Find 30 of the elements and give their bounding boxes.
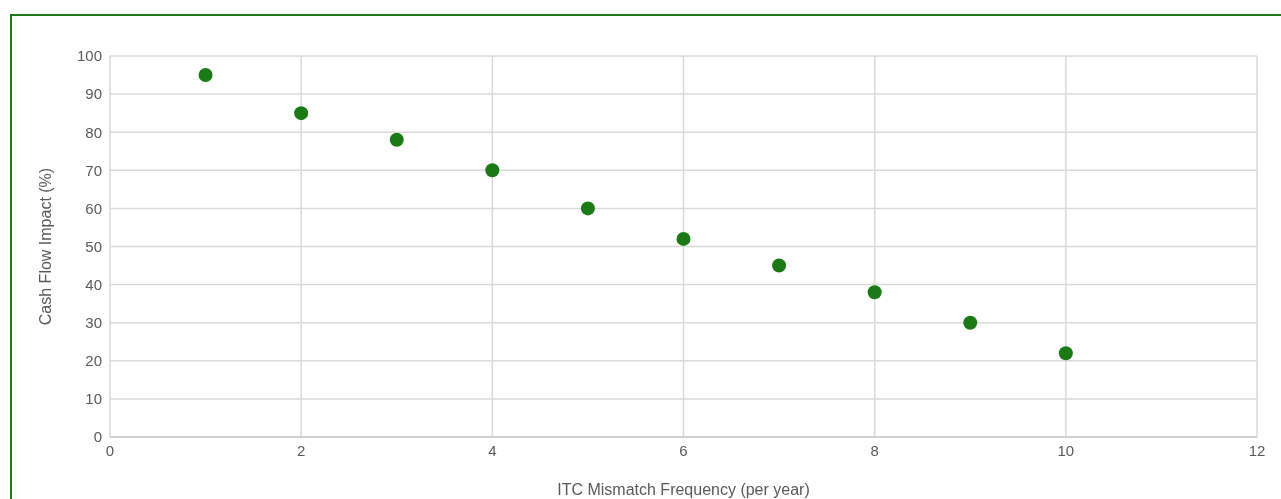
x-tick-label: 10	[1057, 441, 1075, 459]
y-tick-label: 90	[85, 85, 102, 103]
point	[867, 285, 882, 300]
point	[198, 68, 213, 83]
y-tick-label: 100	[76, 47, 102, 65]
point	[1058, 346, 1073, 361]
x-tick-label: 0	[105, 441, 115, 459]
y-tick-label: 40	[85, 275, 102, 293]
y-tick-label: 60	[85, 199, 102, 217]
x-tick-label: 8	[870, 441, 879, 459]
y-axis-title: Cash Flow Impact (%)	[36, 167, 54, 326]
point	[580, 201, 595, 216]
point	[294, 106, 309, 121]
point	[389, 132, 404, 147]
y-tick-label: 20	[85, 352, 102, 370]
point	[676, 231, 691, 246]
y-tick-label: 10	[85, 390, 102, 408]
x-axis-title: ITC Mismatch Frequency (per year)	[557, 481, 810, 498]
y-tick-label: 50	[85, 237, 102, 255]
point	[963, 315, 978, 330]
x-tick-label: 6	[679, 441, 688, 459]
point	[485, 163, 500, 178]
y-tick-label: 80	[85, 123, 102, 141]
y-tick-label: 0	[93, 428, 102, 446]
x-tick-label: 4	[488, 441, 497, 459]
y-tick-label: 70	[85, 161, 102, 179]
x-tick-label: 2	[296, 441, 306, 459]
y-tick-label: 30	[85, 314, 102, 332]
point	[772, 258, 787, 273]
x-tick-label: 12	[1248, 441, 1266, 459]
